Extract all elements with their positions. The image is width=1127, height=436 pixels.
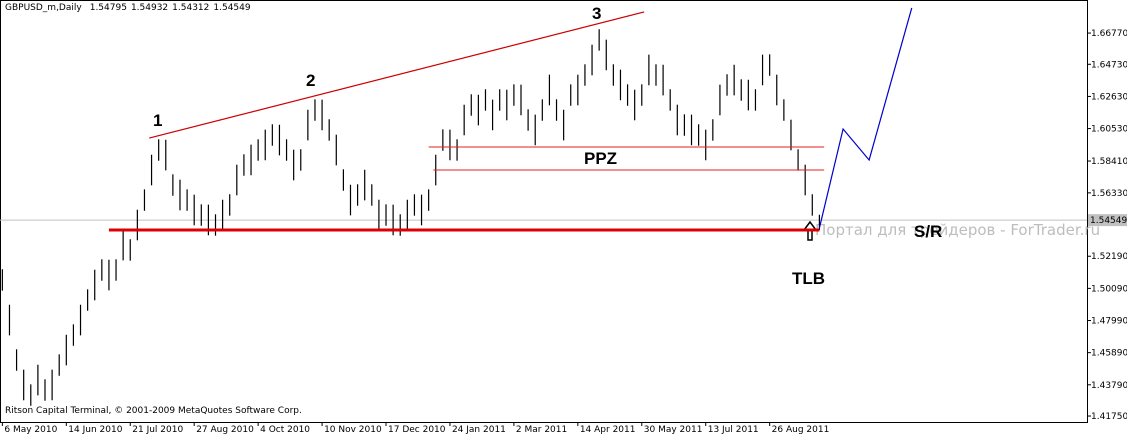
x-tick-label: 30 May 2011 xyxy=(644,425,703,435)
current-price-box xyxy=(1088,214,1127,227)
x-tick-label: 17 Dec 2010 xyxy=(388,425,446,435)
x-tick-label: 6 May 2010 xyxy=(4,425,57,435)
current-price-label: 1.54549 xyxy=(1090,216,1127,226)
quote-value: 1.54549 xyxy=(213,3,250,13)
level-name: PPZ xyxy=(584,149,617,168)
footer: Ritson Capital Terminal, © 2001-2009 Met… xyxy=(5,406,302,416)
quote-value: 1.54795 xyxy=(90,3,127,13)
y-tick-label: 1.41750 xyxy=(1091,412,1127,422)
x-tick-label: 4 Oct 2010 xyxy=(260,425,310,435)
y-tick-label: 1.58410 xyxy=(1091,157,1127,167)
plot-frame xyxy=(0,0,1088,423)
annotation: 3 xyxy=(592,4,601,23)
x-tick-label: 26 Aug 2011 xyxy=(772,425,830,435)
y-tick-label: 1.60530 xyxy=(1091,125,1127,135)
y-tick-label: 1.62630 xyxy=(1091,92,1127,102)
y-tick-label: 1.47990 xyxy=(1091,317,1127,327)
x-tick-label: 24 Jan 2011 xyxy=(452,425,506,435)
x-tick-label: 13 Jul 2011 xyxy=(708,425,759,435)
x-tick-label: 21 Jul 2010 xyxy=(132,425,183,435)
y-tick-label: 1.50090 xyxy=(1091,284,1127,294)
annotation: TLB xyxy=(792,269,825,288)
y-tick-label: 1.66770 xyxy=(1091,29,1127,39)
drawn-line xyxy=(818,7,913,229)
drawn-line xyxy=(149,11,645,139)
symbol-header: GBPUSD_m,Daily 1.54795 1.54932 1.54312 1.545… xyxy=(5,3,251,13)
y-tick-label: 1.56330 xyxy=(1091,189,1127,199)
x-tick-label: 2 Mar 2011 xyxy=(516,425,567,435)
level-name: S/R xyxy=(914,222,942,241)
x-tick-label: 27 Aug 2010 xyxy=(196,425,254,435)
annotation: 1 xyxy=(153,111,162,130)
y-tick-label: 1.45890 xyxy=(1091,349,1127,359)
x-tick-label: 10 Nov 2010 xyxy=(324,425,382,435)
quote-value: 1.54932 xyxy=(131,3,168,13)
quote-value: 1.54312 xyxy=(172,3,209,13)
x-tick-label: 14 Jun 2010 xyxy=(68,425,122,435)
x-tick-label: 14 Apr 2011 xyxy=(580,425,636,435)
symbol: GBPUSD_m,Daily xyxy=(5,3,82,13)
y-tick-label: 1.52190 xyxy=(1091,252,1127,262)
y-tick-label: 1.64730 xyxy=(1091,60,1127,70)
watermark: Портал для трейдеров - ForTrader.ru xyxy=(815,221,1100,239)
y-tick-label: 1.43790 xyxy=(1091,381,1127,391)
annotation: 2 xyxy=(306,71,315,90)
